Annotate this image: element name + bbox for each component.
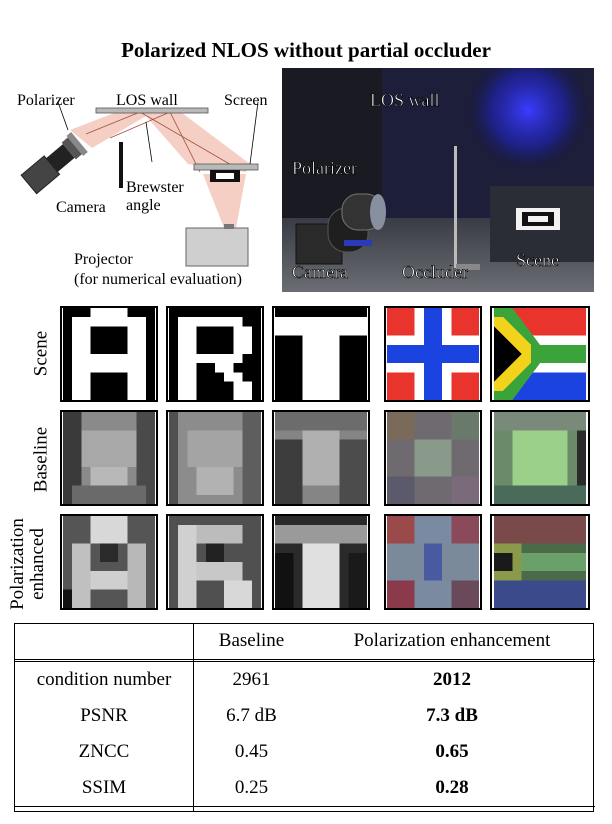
light-path <box>70 110 250 172</box>
figure-title: Polarized NLOS without partial occluder <box>121 38 491 62</box>
camera-photo-icon <box>295 193 386 265</box>
table-row: SSIM 0.25 0.28 <box>14 769 595 807</box>
photo-label-scene: Scene <box>516 250 559 270</box>
projector-beam <box>203 174 246 228</box>
row-label-polarization-line2: enhanced <box>27 528 48 600</box>
metric-baseline: 2961 <box>232 668 271 690</box>
camera-icon <box>20 132 88 195</box>
photo-label-camera: Camera <box>292 262 348 282</box>
row-label-polarization: Polarization enhanced <box>7 504 52 624</box>
table-row: PSNR 6.7 dB 7.3 dB <box>14 698 595 734</box>
metric-baseline: 0.45 <box>234 740 269 762</box>
metric-enhanced: 2012 <box>433 668 471 690</box>
scene-tile-a <box>60 306 158 402</box>
table-header-empty <box>14 623 194 662</box>
metric-name: condition number <box>36 668 172 690</box>
results-table: Baseline Polarization enhancement condit… <box>14 623 595 807</box>
baseline-tile-south-africa-flag <box>490 410 590 506</box>
table-header-row: Baseline Polarization enhancement <box>14 623 595 662</box>
baseline-tile-norway-flag <box>384 410 482 506</box>
projector-icon <box>185 227 249 267</box>
scene-tile-south-africa-flag <box>490 306 590 402</box>
light-spot <box>466 68 590 172</box>
occluder-bar <box>119 142 123 188</box>
diagram-label-screen: Screen <box>224 92 268 109</box>
metric-enhanced: 0.65 <box>435 740 469 762</box>
scene-tile-norway-flag <box>384 306 482 402</box>
setup-photo: LOS wall Polarizer Camera Occluder Scene <box>282 68 594 292</box>
diagram-label-polarizer: Polarizer <box>17 92 75 109</box>
enhanced-tile-norway-flag <box>384 514 482 610</box>
row-label-polarization-line1: Polarization <box>7 518 28 610</box>
diagram-label-los-wall: LOS wall <box>116 92 178 109</box>
enhanced-tile-a <box>60 514 158 610</box>
metric-enhanced: 0.28 <box>309 769 595 807</box>
metric-name: PSNR <box>80 704 128 726</box>
enhanced-tile-south-africa-flag <box>490 514 590 610</box>
table-header-baseline: Baseline <box>194 623 309 662</box>
screen-shape <box>193 163 259 171</box>
diagram-label-angle: angle <box>126 197 161 214</box>
row-label-baseline: Baseline <box>30 426 52 493</box>
diagram-label-projector-note: (for numerical evaluation) <box>74 271 242 288</box>
occluder-rod <box>454 146 457 268</box>
metric-baseline: 0.25 <box>194 769 309 807</box>
table-header-enhancement: Polarization enhancement <box>309 623 595 662</box>
photo-label-occluder: Occluder <box>402 262 468 282</box>
setup-diagram: Polarizer LOS wall Screen Camera Brewste… <box>0 72 282 298</box>
row-label-scene: Scene <box>30 330 52 377</box>
metric-baseline: 6.7 dB <box>226 704 277 726</box>
enhanced-tile-t <box>272 514 370 610</box>
baseline-tile-r <box>166 410 264 506</box>
metric-name: SSIM <box>14 769 194 807</box>
diagram-label-brewster: Brewster <box>126 179 184 196</box>
los-wall-shape <box>95 107 209 114</box>
table-column-separator <box>193 623 194 812</box>
diagram-label-camera: Camera <box>56 199 106 216</box>
baseline-tile-a <box>60 410 158 506</box>
metric-name: ZNCC <box>78 740 130 762</box>
table-row: ZNCC 0.45 0.65 <box>14 734 595 770</box>
scene-tile-r <box>166 306 264 402</box>
scene-tile-t <box>272 306 370 402</box>
enhanced-tile-r <box>166 514 264 610</box>
baseline-tile-t <box>272 410 370 506</box>
diagram-label-projector: Projector <box>74 251 133 268</box>
photo-label-los-wall: LOS wall <box>370 90 440 110</box>
metric-enhanced: 7.3 dB <box>426 704 478 726</box>
table-row: condition number 2961 2012 <box>14 660 595 698</box>
photo-label-polarizer: Polarizer <box>292 158 357 178</box>
